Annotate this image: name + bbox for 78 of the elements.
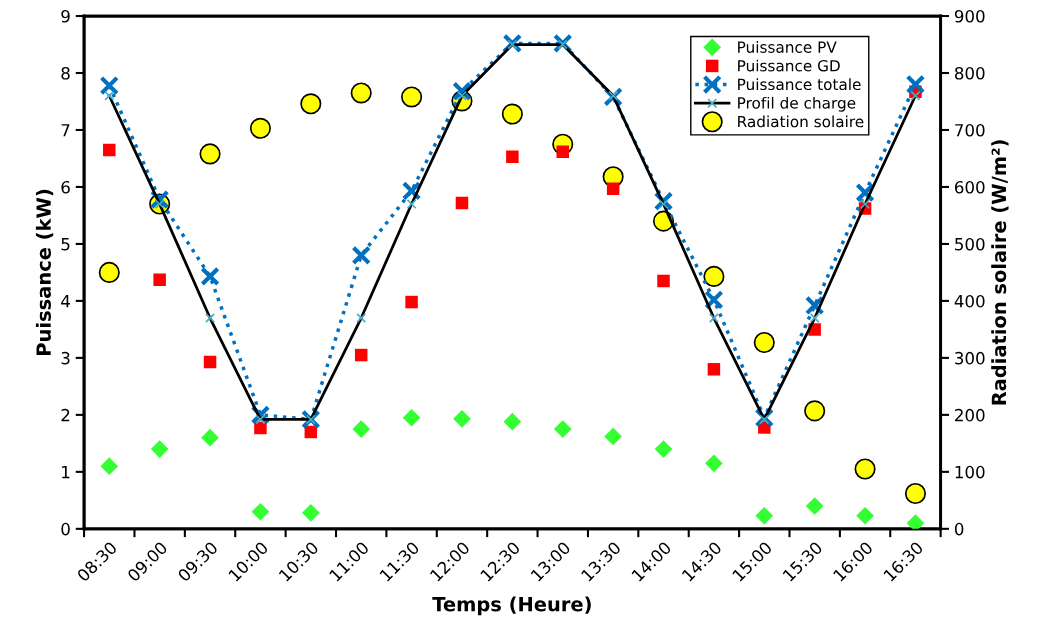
y-tick-label: 6 bbox=[61, 180, 70, 194]
point bbox=[300, 93, 322, 115]
point bbox=[654, 440, 673, 458]
point bbox=[604, 427, 622, 446]
y2-tick-label: 600 bbox=[955, 180, 985, 194]
point bbox=[804, 295, 825, 316]
y-tick-label: 9 bbox=[61, 9, 70, 23]
point bbox=[402, 408, 421, 427]
point bbox=[753, 331, 775, 354]
point bbox=[501, 103, 523, 125]
point bbox=[301, 504, 320, 522]
y2-tick-label: 900 bbox=[954, 9, 985, 23]
y2-tick-label: 200 bbox=[955, 408, 985, 422]
y2-tick-label: 800 bbox=[954, 66, 985, 80]
y-tick-label: 8 bbox=[61, 66, 70, 80]
point bbox=[352, 420, 371, 438]
point bbox=[203, 355, 217, 369]
point bbox=[201, 428, 219, 447]
y2-tick-label: 500 bbox=[955, 237, 985, 251]
point bbox=[401, 181, 422, 201]
point bbox=[704, 290, 724, 310]
point bbox=[707, 363, 721, 376]
point bbox=[199, 143, 221, 165]
point bbox=[251, 502, 270, 521]
point bbox=[249, 117, 271, 139]
point bbox=[150, 440, 169, 458]
point bbox=[854, 458, 876, 480]
y2-tick-label: 700 bbox=[955, 123, 985, 137]
point bbox=[703, 265, 725, 287]
y2-tick-label: 0 bbox=[954, 522, 964, 536]
y-tick-label: 2 bbox=[61, 408, 70, 422]
y-tick-label: 3 bbox=[61, 351, 70, 365]
point bbox=[200, 266, 220, 287]
point bbox=[755, 506, 774, 525]
point bbox=[455, 196, 469, 210]
point bbox=[856, 506, 874, 525]
point bbox=[657, 274, 670, 288]
point bbox=[804, 400, 826, 422]
point bbox=[553, 420, 572, 438]
point bbox=[606, 182, 620, 195]
point bbox=[805, 497, 824, 515]
legend-label: Radiation solaire bbox=[738, 115, 864, 128]
y-axis-title: Puissance (kW) bbox=[35, 189, 54, 355]
y2-tick-label: 100 bbox=[955, 465, 985, 479]
point bbox=[556, 145, 569, 158]
point bbox=[452, 81, 472, 101]
point bbox=[453, 410, 471, 428]
point bbox=[506, 150, 519, 164]
point bbox=[153, 273, 166, 287]
point bbox=[904, 482, 927, 505]
point bbox=[401, 86, 423, 108]
y-tick-label: 5 bbox=[61, 238, 70, 251]
point bbox=[905, 74, 926, 95]
point bbox=[906, 514, 925, 529]
y-tick-label: 1 bbox=[62, 466, 70, 479]
legend-label: Puissance totale bbox=[738, 78, 861, 91]
y-tick-label: 0 bbox=[61, 522, 70, 536]
legend-label: Profil de charge bbox=[738, 96, 856, 112]
y-tick-label: 7 bbox=[61, 124, 70, 137]
point bbox=[98, 261, 120, 283]
point bbox=[350, 82, 372, 104]
point bbox=[254, 421, 267, 435]
y2-tick-label: 300 bbox=[955, 351, 985, 365]
y-tick-label: 4 bbox=[61, 295, 70, 308]
legend-label: Puissance PV bbox=[738, 41, 837, 53]
x-axis-title: Temps (Heure) bbox=[432, 596, 591, 616]
point bbox=[855, 182, 875, 203]
point bbox=[705, 454, 723, 473]
point bbox=[351, 245, 371, 266]
point bbox=[405, 295, 418, 309]
point bbox=[100, 457, 119, 475]
y2-axis-title: Radiation solaire (W/m²) bbox=[991, 140, 1009, 405]
point bbox=[354, 348, 368, 362]
point bbox=[503, 412, 522, 431]
legend-label: Puissance GD bbox=[738, 59, 840, 72]
point bbox=[103, 143, 116, 157]
y2-tick-label: 400 bbox=[954, 294, 985, 308]
point bbox=[99, 75, 119, 96]
